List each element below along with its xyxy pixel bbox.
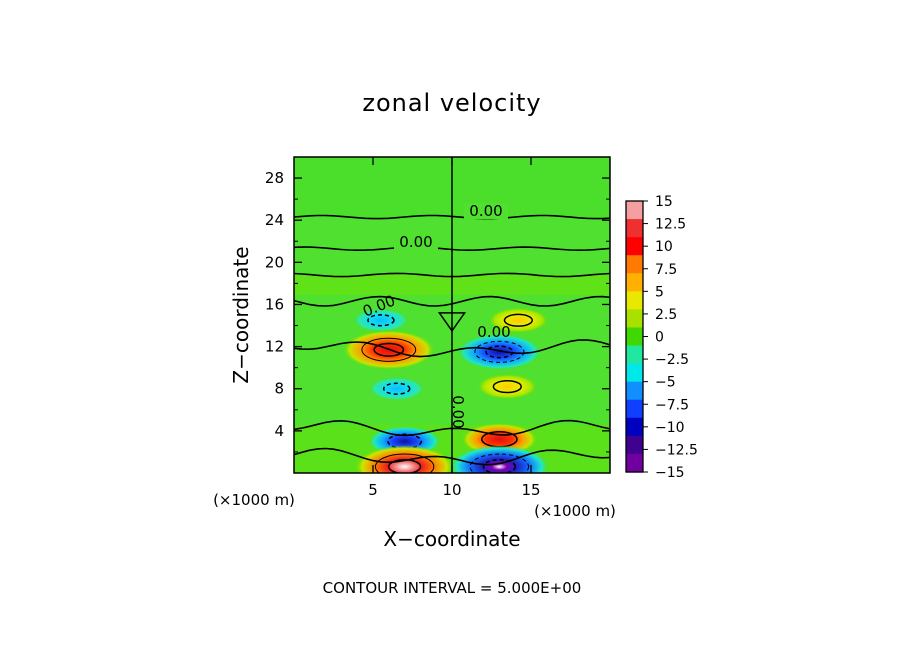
contour-label: 0.00 bbox=[399, 233, 432, 251]
feature-contour bbox=[387, 433, 423, 450]
colorbar-swatch bbox=[626, 219, 643, 238]
x-unit-left: (×1000 m) bbox=[213, 491, 295, 509]
feature-contour bbox=[485, 345, 514, 359]
x-tick-label: 5 bbox=[368, 481, 378, 499]
colorbar-swatch bbox=[626, 363, 643, 383]
feature-contour bbox=[469, 453, 530, 473]
colorbar-tick-label: 15 bbox=[655, 194, 673, 210]
colorbar-swatch bbox=[626, 273, 643, 292]
colorbar-swatch bbox=[626, 237, 643, 256]
contour-label: 0.00 bbox=[477, 323, 510, 341]
colorbar-tick-label: −2.5 bbox=[655, 352, 689, 368]
colorbar-tick-label: 10 bbox=[655, 239, 673, 255]
velocity-feature bbox=[457, 333, 542, 370]
colorbar-swatch bbox=[626, 327, 643, 347]
colorbar-tick-label: −10 bbox=[655, 420, 685, 436]
feature-contour bbox=[361, 337, 417, 362]
colorbar-tick-label: 7.5 bbox=[655, 262, 677, 278]
feature-contour bbox=[382, 382, 411, 395]
feature-contour bbox=[367, 314, 395, 327]
plot-area bbox=[294, 157, 610, 473]
velocity-feature bbox=[352, 308, 409, 332]
colorbar-swatch bbox=[626, 435, 643, 455]
x-tick-label: 15 bbox=[521, 481, 540, 499]
velocity-feature bbox=[488, 307, 549, 333]
contour-label: 0.00 bbox=[469, 202, 502, 220]
feature-contour bbox=[374, 453, 435, 473]
x-axis-ticks: 5 10 15 bbox=[368, 157, 541, 499]
chart-title: zonal velocity bbox=[362, 89, 541, 117]
y-tick-label: 28 bbox=[265, 169, 284, 187]
contour-interval-text: CONTOUR INTERVAL = 5.000E+00 bbox=[323, 579, 582, 597]
colorbar-tick-label: 0 bbox=[655, 330, 664, 346]
colorbar-swatch bbox=[626, 417, 643, 437]
colorbar-swatch bbox=[626, 381, 643, 401]
feature-contour bbox=[482, 459, 517, 473]
colorbar: 15 12.5 10 7.5 5 2.5 0 −2.5 −5 −7.5 −10 −12.5 −15 bbox=[625, 194, 698, 481]
y-tick-label: 12 bbox=[265, 338, 284, 356]
colorbar-swatch bbox=[626, 453, 643, 473]
x-axis-title: X−coordinate bbox=[383, 527, 520, 551]
colorbar-swatch bbox=[626, 291, 643, 310]
y-axis-ticks: 4 8 12 16 20 24 28 bbox=[265, 169, 610, 453]
colorbar-tick-label: 2.5 bbox=[655, 307, 677, 323]
colorbar-tick-label: −12.5 bbox=[655, 442, 698, 458]
zero-contour bbox=[437, 312, 467, 333]
colorbar-swatch bbox=[626, 399, 643, 419]
y-tick-label: 4 bbox=[274, 422, 284, 440]
feature-contour bbox=[503, 313, 534, 327]
velocity-feature bbox=[449, 445, 550, 473]
y-tick-label: 24 bbox=[265, 211, 284, 229]
colorbar-swatch bbox=[626, 309, 643, 329]
y-tick-label: 8 bbox=[274, 380, 284, 398]
feature-contour bbox=[474, 340, 525, 363]
x-tick-label: 10 bbox=[442, 481, 461, 499]
contour-layer bbox=[294, 157, 610, 473]
feature-contour bbox=[492, 380, 522, 394]
colorbar-swatch bbox=[626, 345, 643, 365]
y-axis-title: Z−coordinate bbox=[229, 246, 253, 383]
y-tick-label: 16 bbox=[265, 295, 284, 313]
feature-contour bbox=[373, 342, 405, 357]
colorbar-swatch bbox=[626, 201, 643, 220]
y-tick-label: 20 bbox=[265, 253, 284, 271]
colorbar-tick-label: 5 bbox=[655, 284, 664, 300]
colorbar-tick-label: −5 bbox=[655, 375, 676, 391]
colorbar-swatch bbox=[626, 255, 643, 274]
velocity-feature bbox=[354, 445, 455, 473]
velocity-feature bbox=[368, 377, 425, 401]
contour-label: 0.00 bbox=[449, 395, 467, 428]
colorbar-tick-label: −7.5 bbox=[655, 397, 689, 413]
colorbar-tick-label: 12.5 bbox=[655, 217, 686, 233]
colorbar-tick-label: −15 bbox=[655, 465, 685, 481]
x-unit-right: (×1000 m) bbox=[534, 502, 616, 520]
velocity-feature bbox=[477, 374, 538, 400]
feature-layer bbox=[342, 307, 550, 473]
